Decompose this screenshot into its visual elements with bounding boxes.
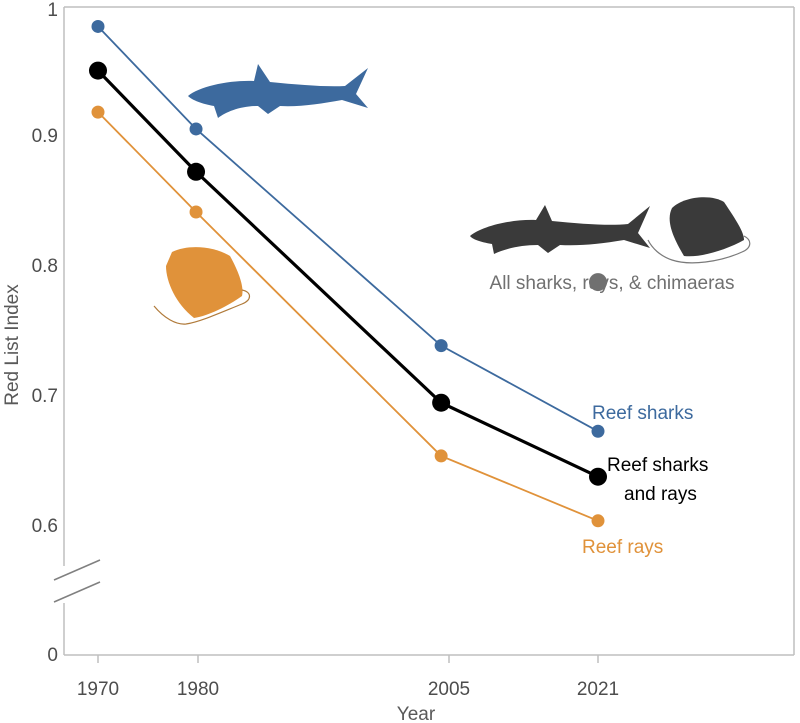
ray-gray-icon [647,197,751,264]
series-label-reef-sharks: Reef sharks [592,403,693,424]
axis-break-mark-lower [53,581,101,603]
series-label-reef-sharks-and-rays-line2: and rays [624,484,697,505]
y-tick-label-0-8: 0.8 [32,256,58,277]
series-line-reef-sharks [97,25,599,433]
series-layer [89,19,607,528]
y-tick-label-0-9: 0.9 [32,126,58,147]
x-axis-title: Year [397,704,436,723]
ray-orange-icon [153,247,251,325]
data-point-reef-sharks-and-rays-1970 [89,61,107,80]
reference-point-all-sharks-rays-chimaeras [589,273,607,292]
x-tick-label-1980: 1980 [177,679,219,700]
y-axis-ticks: 0 0.6 0.7 0.8 0.9 1 [32,0,58,666]
series-labels: Reef sharks Reef sharks and rays Reef ra… [490,273,735,558]
series-line-reef-rays [97,111,599,522]
x-axis-ticks: 1970 1980 2005 2021 [77,655,619,700]
plot-frame [53,6,795,656]
data-point-reef-rays-1970 [91,105,105,119]
data-point-reef-rays-1980 [189,205,203,219]
y-tick-label-0-7: 0.7 [32,386,58,407]
x-tick-label-1970: 1970 [77,679,119,700]
x-tick-label-2021: 2021 [577,679,619,700]
data-point-reef-rays-2005 [434,449,448,463]
y-axis-title: Red List Index [2,284,23,406]
data-point-reef-sharks-1970 [91,19,105,33]
y-tick-label-1: 1 [47,0,58,21]
y-tick-label-0: 0 [47,645,58,666]
series-label-reef-rays: Reef rays [582,537,663,558]
data-point-reef-sharks-and-rays-1980 [187,162,206,181]
data-point-reef-rays-2021 [591,514,605,528]
series-line-reef-sharks-and-rays [96,69,599,479]
y-tick-label-0-6: 0.6 [32,516,58,537]
series-label-reef-sharks-and-rays-line1: Reef sharks [607,455,708,476]
data-point-reef-sharks-1980 [189,122,203,136]
data-point-reef-sharks-2021 [591,424,605,438]
shark-blue-icon [188,64,368,118]
shark-gray-icon [470,205,650,254]
x-tick-label-2005: 2005 [428,679,470,700]
data-point-reef-sharks-and-rays-2021 [589,467,607,486]
axis-break-mark-upper [53,559,101,581]
data-point-reef-sharks-2005 [434,339,448,353]
data-point-reef-sharks-and-rays-2005 [432,393,451,412]
reference-point-label: All sharks, rays, & chimaeras [490,273,735,294]
